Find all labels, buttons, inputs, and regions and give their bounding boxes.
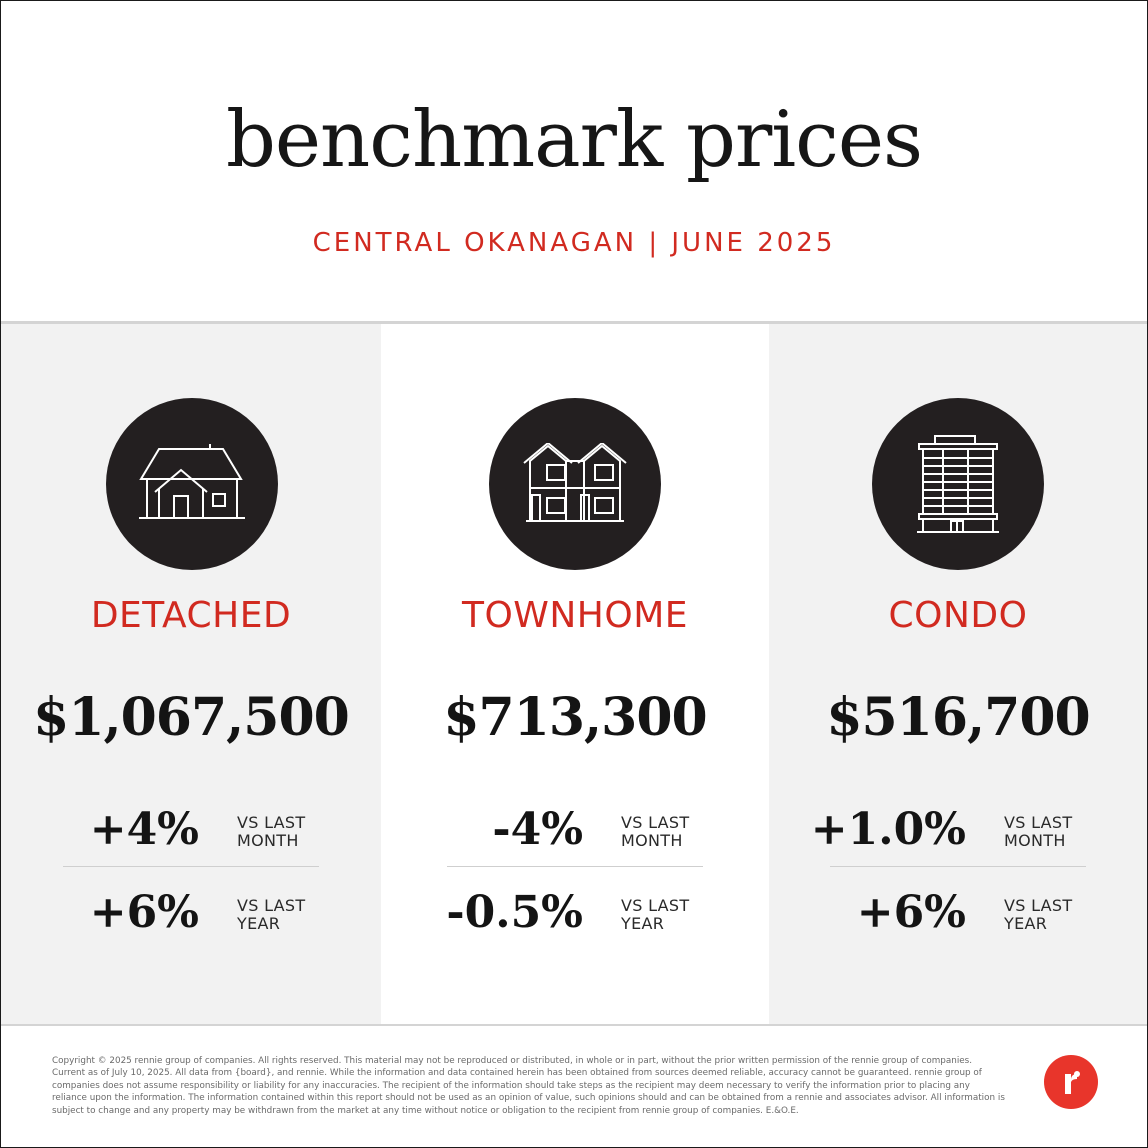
year-change-label: VS LAST YEAR: [621, 896, 690, 933]
category-columns: DETACHED $1,067,500 +4% VS LAST MONTH +6…: [1, 324, 1147, 1024]
footer-divider: [1, 1024, 1147, 1026]
year-change-value: +6%: [89, 887, 199, 938]
month-change-row: -4% VS LAST MONTH: [447, 808, 703, 868]
townhome-icon: [489, 398, 661, 570]
benchmark-price: $516,700: [826, 687, 1090, 748]
month-change-value: +1.0%: [810, 804, 966, 855]
month-change-label: VS LAST MONTH: [1004, 813, 1073, 850]
condo-building-icon: [872, 398, 1044, 570]
month-change-value: +4%: [89, 804, 199, 855]
year-change-row: +6% VS LAST YEAR: [63, 891, 319, 951]
month-change-row: +4% VS LAST MONTH: [63, 808, 319, 868]
year-change-label: VS LAST YEAR: [237, 896, 306, 933]
copyright-disclaimer: Copyright © 2025 rennie group of compani…: [52, 1056, 1005, 1116]
detached-house-icon: [106, 398, 278, 570]
header-divider: [1, 321, 1147, 324]
column-townhome: TOWNHOME $713,300 -4% VS LAST MONTH -0.5…: [381, 324, 769, 1024]
page-title: benchmark prices: [225, 95, 923, 185]
benchmark-price: $1,067,500: [33, 687, 350, 748]
column-condo: CONDO $516,700 +1.0% VS LAST MONTH +6% V…: [769, 324, 1147, 1024]
year-change-value: -0.5%: [446, 887, 583, 938]
month-change-value: -4%: [492, 804, 583, 855]
footer: Copyright © 2025 rennie group of compani…: [1, 1026, 1147, 1147]
year-change-row: -0.5% VS LAST YEAR: [446, 887, 703, 951]
column-detached: DETACHED $1,067,500 +4% VS LAST MONTH +6…: [1, 324, 381, 1024]
month-change-row: +1.0% VS LAST MONTH: [811, 808, 1086, 868]
header: benchmark prices CENTRAL OKANAGAN | JUNE…: [1, 1, 1147, 321]
page-subtitle: CENTRAL OKANAGAN | JUNE 2025: [312, 228, 836, 258]
stat-divider: [63, 866, 319, 867]
year-change-value: +6%: [856, 887, 966, 938]
category-label: CONDO: [888, 595, 1028, 636]
year-change-row: +6% VS LAST YEAR: [830, 891, 1086, 951]
category-label: TOWNHOME: [461, 595, 689, 636]
benchmark-price: $713,300: [443, 687, 707, 748]
stat-divider: [830, 866, 1086, 867]
month-change-label: VS LAST MONTH: [237, 813, 306, 850]
category-label: DETACHED: [90, 595, 292, 636]
stat-divider: [447, 866, 703, 867]
rennie-logo-icon: [1044, 1055, 1098, 1109]
month-change-label: VS LAST MONTH: [621, 813, 690, 850]
year-change-label: VS LAST YEAR: [1004, 896, 1073, 933]
